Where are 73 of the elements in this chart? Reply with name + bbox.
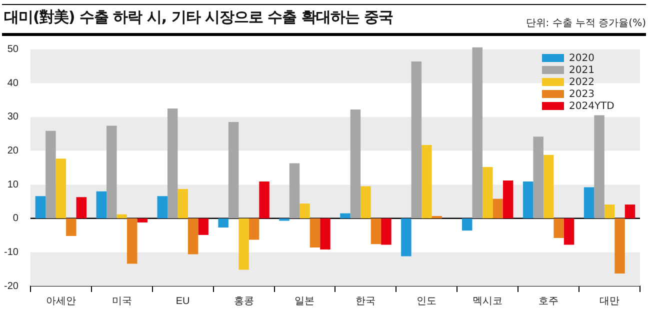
bar — [472, 47, 482, 218]
chart-title: 대미(對美) 수출 하락 시, 기타 시장으로 수출 확대하는 중국 — [4, 8, 394, 27]
bar — [554, 218, 564, 238]
y-tick-label: 40 — [7, 78, 19, 89]
y-tick-label: -20 — [4, 280, 19, 292]
x-tick-label: 한국 — [356, 296, 376, 307]
bar — [56, 158, 66, 218]
y-tick-label: 20 — [7, 146, 19, 157]
bar — [482, 167, 493, 218]
chart-subtitle: 단위: 수출 누적 증가율(%) — [526, 17, 646, 30]
bar — [462, 218, 472, 231]
bar — [167, 108, 178, 218]
bar — [228, 122, 239, 218]
bar — [116, 214, 128, 218]
x-tick-label: 일본 — [294, 296, 315, 307]
x-tick-label: 홍콩 — [234, 296, 254, 307]
y-tick-label: 50 — [7, 44, 19, 56]
bar — [259, 182, 270, 218]
bar — [522, 182, 534, 218]
bar — [35, 196, 46, 218]
legend-label: 2023 — [569, 89, 594, 100]
x-tick-label: 호주 — [538, 296, 559, 307]
bar — [248, 218, 260, 240]
y-tick-label: 0 — [12, 213, 19, 224]
x-tick-label: 인도 — [416, 296, 437, 307]
bar — [543, 154, 554, 218]
bar — [594, 115, 604, 218]
y-tick-label: 10 — [7, 179, 19, 190]
bar — [300, 204, 310, 218]
x-tick-label: EU — [176, 296, 190, 307]
bar — [157, 196, 168, 218]
bar — [127, 218, 138, 264]
bar — [46, 130, 56, 218]
bar — [106, 126, 117, 218]
bar — [492, 198, 503, 218]
bar — [502, 180, 514, 218]
bar — [279, 218, 290, 221]
bar — [624, 204, 636, 218]
bar — [401, 218, 412, 256]
bar — [178, 188, 188, 218]
x-tick-label: 멕시코 — [472, 296, 503, 307]
bar — [96, 191, 107, 218]
bar — [350, 110, 361, 218]
bar — [604, 204, 615, 218]
y-tick-label: -10 — [4, 246, 19, 258]
bar — [360, 186, 371, 218]
bar — [76, 197, 87, 218]
bar — [218, 218, 228, 228]
x-tick-label: 대만 — [600, 296, 620, 307]
bar — [238, 218, 249, 270]
bar — [533, 136, 544, 218]
y-tick-label: 30 — [7, 112, 19, 123]
bar — [66, 218, 76, 236]
bar — [584, 187, 594, 218]
bar — [198, 218, 208, 235]
bar — [137, 218, 148, 222]
bar — [370, 218, 382, 244]
bar — [320, 218, 330, 250]
bar — [340, 213, 350, 218]
bar — [289, 163, 300, 218]
bar — [564, 218, 574, 245]
legend-label: 2021 — [569, 65, 594, 76]
bar — [310, 218, 320, 248]
bar — [381, 218, 392, 245]
bar — [411, 62, 422, 218]
x-tick-label: 미국 — [112, 296, 132, 307]
legend-label: 2022 — [569, 77, 594, 88]
legend-label: 2020 — [569, 53, 594, 64]
bar — [614, 218, 625, 274]
legend-label: 2024YTD — [569, 101, 615, 112]
bar — [422, 145, 432, 218]
bar — [188, 218, 198, 254]
x-tick-label: 아세안 — [46, 296, 76, 307]
